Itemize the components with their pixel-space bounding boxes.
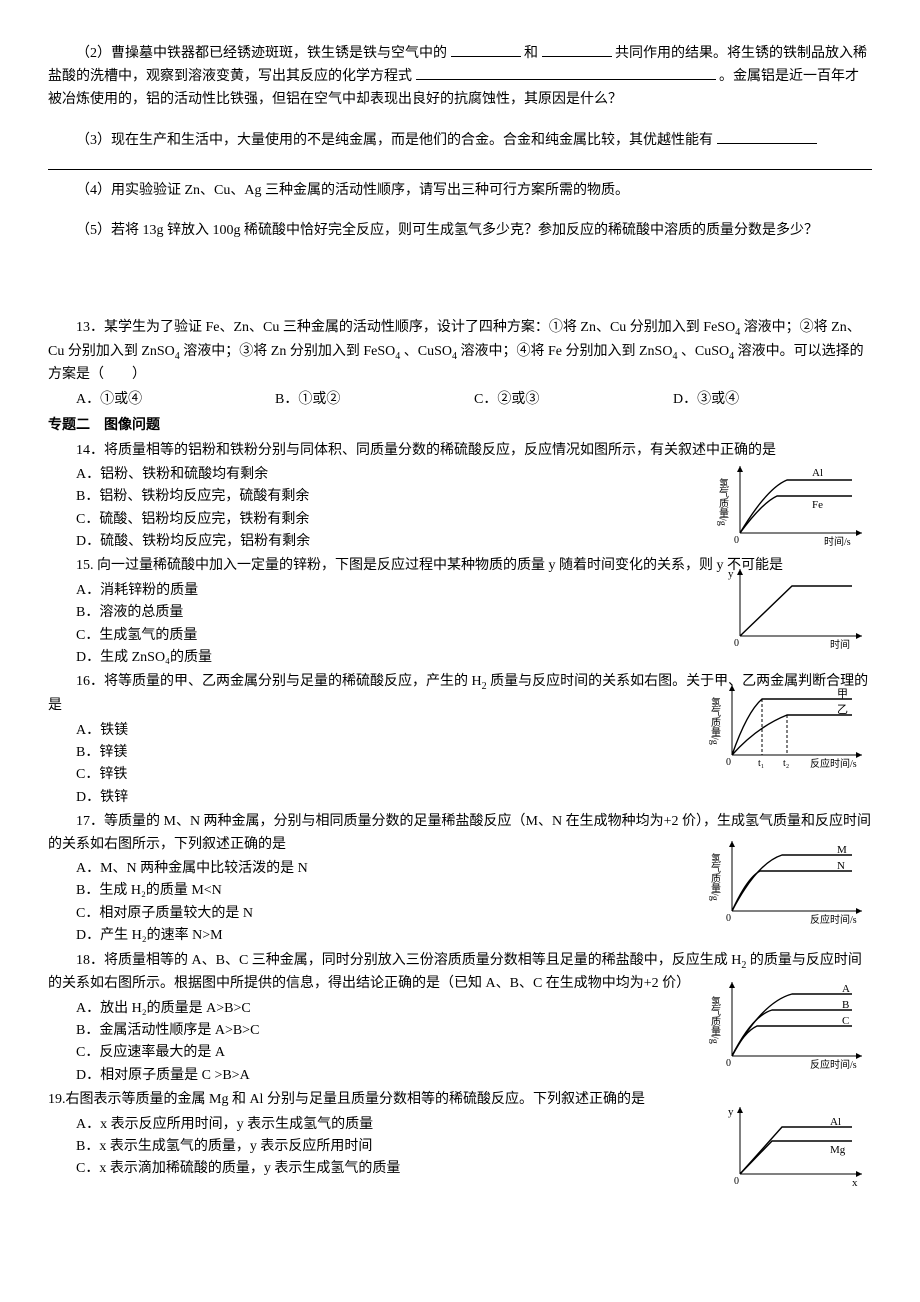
- ylabel: 氢气质量/g: [717, 476, 729, 525]
- svg-text:0: 0: [726, 913, 731, 924]
- q12-part2: （2）曹操墓中铁器都已经锈迹斑斑，铁生锈是铁与空气中的 和 共同作用的结果。将生…: [48, 42, 872, 111]
- option-a[interactable]: A．①或④: [76, 389, 275, 411]
- svg-text:氢气质量/g: 氢气质量/g: [709, 852, 721, 901]
- option-b[interactable]: B．①或②: [275, 389, 474, 411]
- text: 和: [524, 46, 538, 61]
- option-d[interactable]: D．产生 H₂的速率 N>M: [76, 925, 872, 947]
- svg-text:0: 0: [734, 638, 739, 649]
- blank[interactable]: [416, 65, 716, 80]
- svg-text:时间: 时间: [830, 638, 850, 651]
- text: （5）若将 13g 锌放入 100g 稀硫酸中恰好完全反应，则可生成氢气多少克？…: [76, 223, 818, 238]
- q19: y x Al Mg 0 19.右图表示等质量的金属 Mg 和 Al 分别与足量且…: [48, 1089, 872, 1181]
- text: （2）曹操墓中铁器都已经锈迹斑斑，铁生锈是铁与空气中的: [76, 46, 447, 61]
- svg-text:反应时间/s: 反应时间/s: [810, 1058, 857, 1071]
- q17: 氢气质量/g 反应时间/s M N 0 17．等质量的 M、N 两种金属，分别与…: [48, 811, 872, 947]
- blank[interactable]: [717, 129, 817, 144]
- svg-text:y: y: [728, 568, 734, 580]
- q14-chart: 氢气质量/g 时间/s Al Fe 0: [712, 458, 872, 548]
- svg-text:Fe: Fe: [812, 499, 823, 511]
- svg-text:0: 0: [726, 1058, 731, 1069]
- q19-chart: y x Al Mg 0: [712, 1099, 872, 1189]
- q16: 氢气质量/g 反应时间/s 甲 乙 t₁ t₂ 0 16．将等质量的甲、乙两金属…: [48, 671, 872, 809]
- option-c[interactable]: C．②或③: [474, 389, 673, 411]
- svg-text:0: 0: [734, 535, 739, 546]
- text: （4）用实验验证 Zn、Cu、Ag 三种金属的活动性顺序，请写出三种可行方案所需…: [76, 183, 629, 198]
- blank[interactable]: [542, 42, 612, 57]
- svg-text:Al: Al: [812, 467, 823, 479]
- q13-stem: 13．某学生为了验证 Fe、Zn、Cu 三种金属的活动性顺序，设计了四种方案：①…: [48, 317, 872, 387]
- q12-part4: （4）用实验验证 Zn、Cu、Ag 三种金属的活动性顺序，请写出三种可行方案所需…: [48, 180, 872, 202]
- svg-text:0: 0: [726, 757, 731, 768]
- q13-options: A．①或④ B．①或② C．②或③ D．③或④: [48, 389, 872, 411]
- svg-text:甲: 甲: [837, 688, 848, 700]
- blank[interactable]: [451, 42, 521, 57]
- svg-text:y: y: [728, 1106, 734, 1118]
- section2-title: 专题二 图像问题: [48, 415, 872, 437]
- svg-text:M: M: [837, 844, 847, 856]
- q12-part3: （3）现在生产和生活中，大量使用的不是纯金属，而是他们的合金。合金和纯金属比较，…: [48, 129, 872, 152]
- svg-text:N: N: [837, 860, 845, 872]
- svg-text:氢气质量/g: 氢气质量/g: [709, 696, 721, 745]
- svg-text:x: x: [852, 1177, 858, 1189]
- q14: 氢气质量/g 时间/s Al Fe 0 14．将质量相等的铝粉和铁粉分别与同体积…: [48, 440, 872, 554]
- svg-text:氢气质量/g: 氢气质量/g: [709, 994, 721, 1043]
- q12-part5: （5）若将 13g 锌放入 100g 稀硫酸中恰好完全反应，则可生成氢气多少克？…: [48, 220, 872, 242]
- q18-chart: 氢气质量/g 反应时间/s A B C 0: [702, 974, 872, 1074]
- option-d[interactable]: D．③或④: [673, 389, 872, 411]
- q17-chart: 氢气质量/g 反应时间/s M N 0: [702, 833, 872, 928]
- svg-text:t₁: t₁: [758, 758, 764, 769]
- q15: y 时间 0 15. 向一过量稀硫酸中加入一定量的锌粉，下图是反应过程中某种物质…: [48, 555, 872, 669]
- q16-chart: 氢气质量/g 反应时间/s 甲 乙 t₁ t₂ 0: [702, 677, 872, 772]
- svg-text:反应时间/s: 反应时间/s: [810, 757, 857, 770]
- svg-text:A: A: [842, 983, 850, 995]
- xlabel: 时间/s: [824, 535, 851, 548]
- svg-text:0: 0: [734, 1176, 739, 1187]
- svg-text:Mg: Mg: [830, 1144, 846, 1156]
- svg-text:C: C: [842, 1015, 849, 1027]
- svg-text:乙: 乙: [837, 703, 848, 716]
- q15-chart: y 时间 0: [712, 561, 872, 651]
- svg-text:反应时间/s: 反应时间/s: [810, 913, 857, 926]
- option-d[interactable]: D．铁锌: [76, 787, 872, 809]
- svg-text:B: B: [842, 999, 849, 1011]
- blank-line[interactable]: [48, 155, 872, 170]
- svg-text:Al: Al: [830, 1116, 841, 1128]
- svg-text:t₂: t₂: [783, 758, 789, 769]
- q18: 氢气质量/g 反应时间/s A B C 0 18．将质量相等的 A、B、C 三种…: [48, 950, 872, 1088]
- text: （3）现在生产和生活中，大量使用的不是纯金属，而是他们的合金。合金和纯金属比较，…: [76, 133, 713, 148]
